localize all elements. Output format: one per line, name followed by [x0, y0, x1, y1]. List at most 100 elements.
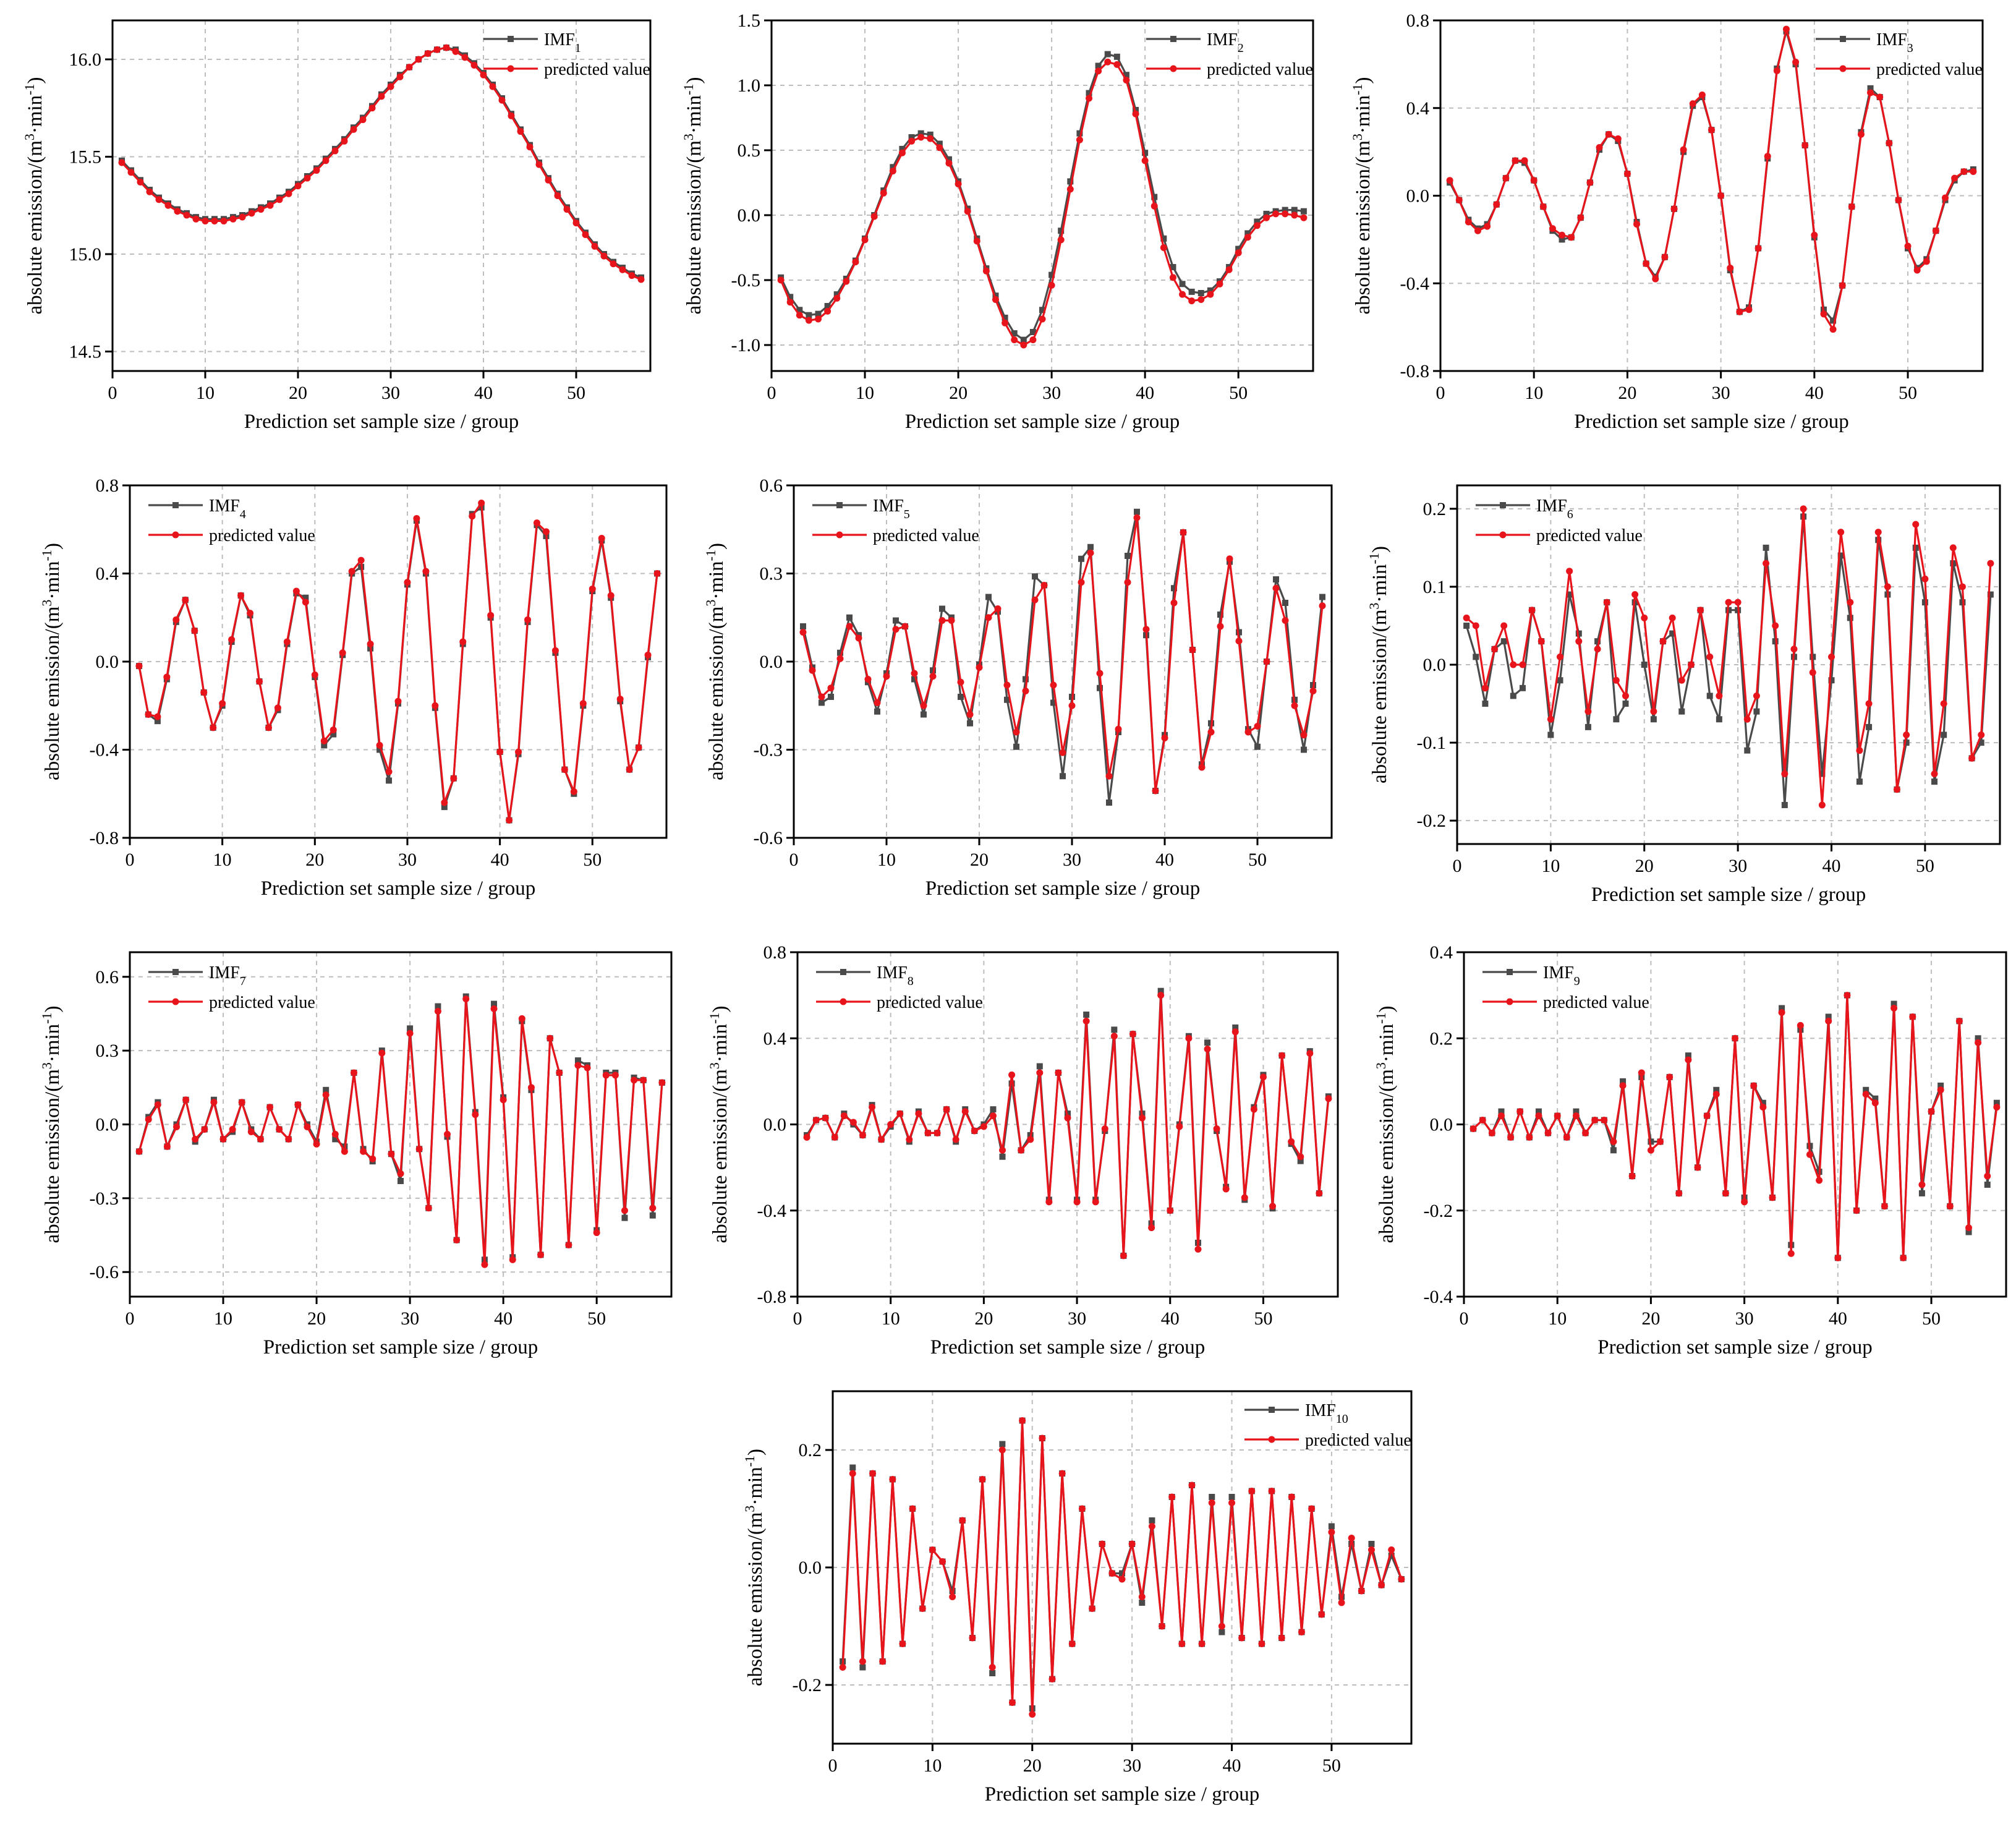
predicted-series-point [509, 1256, 516, 1263]
y-axis-label: absolute emission/(m3·min-1) [22, 77, 47, 314]
predicted-series-point [1706, 653, 1714, 660]
legend: IMF4 predicted value [148, 497, 315, 545]
predicted-series-point [833, 294, 841, 302]
actual-series-point [1575, 630, 1582, 637]
predicted-series-point [1734, 599, 1742, 606]
x-tick-label: 10 [856, 383, 874, 403]
x-tick-label: 40 [1822, 856, 1841, 876]
predicted-series-point [368, 104, 376, 112]
predicted-series-point [1825, 1017, 1832, 1025]
predicted-series-point [1269, 1203, 1277, 1210]
predicted-series-point [1923, 258, 1930, 265]
predicted-series-point [1086, 95, 1093, 102]
predicted-series-point [1586, 179, 1594, 186]
predicted-series-point [1148, 1523, 1155, 1530]
predicted-series-point [1092, 1198, 1099, 1206]
predicted-series-point [1152, 787, 1159, 795]
predicted-series-point [1316, 1190, 1323, 1197]
actual-series-point [1060, 773, 1066, 780]
predicted-series-point [1319, 602, 1326, 610]
predicted-series-point [870, 213, 878, 220]
predicted-series-point [413, 514, 420, 522]
predicted-series-point [1612, 676, 1620, 684]
predicted-series-point [1909, 1013, 1916, 1020]
predicted-series-point [228, 636, 236, 643]
legend-predicted-label: predicted value [1305, 1431, 1411, 1450]
actual-series-point [819, 699, 825, 706]
x-tick-label: 50 [1254, 1308, 1272, 1329]
predicted-series-point [404, 579, 411, 586]
predicted-series-point [1732, 1034, 1738, 1042]
predicted-series-point [1650, 708, 1657, 715]
predicted-series-point [1288, 1493, 1295, 1501]
predicted-series-point [843, 278, 850, 285]
predicted-series-point [462, 996, 470, 1003]
predicted-series-point [1895, 197, 1902, 204]
predicted-series-point [879, 1658, 887, 1665]
predicted-series-point [1563, 1133, 1570, 1141]
predicted-series-point [1712, 1091, 1720, 1098]
predicted-series-point [1623, 170, 1631, 177]
actual-series-point [1678, 708, 1685, 715]
x-axis-label: Prediction set sample size / group [925, 877, 1201, 900]
actual-series-point [1032, 573, 1038, 580]
predicted-series-point [1921, 575, 1929, 582]
actual-series-point [1759, 1099, 1766, 1106]
actual-series-point [1779, 1005, 1785, 1012]
actual-series-line [802, 511, 1324, 804]
predicted-series-point [406, 1030, 414, 1037]
predicted-series-point [631, 1077, 638, 1084]
predicted-series-point [1133, 514, 1141, 521]
legend-actual-label: IMF4 [209, 497, 246, 521]
actual-series-point [574, 1057, 581, 1064]
predicted-series-point [1011, 336, 1018, 344]
y-axis-label: absolute emission/(m3·min-1) [681, 77, 706, 314]
predicted-series-point [1912, 521, 1920, 528]
predicted-series-point [1099, 1540, 1106, 1548]
actual-series-point [1903, 740, 1910, 746]
predicted-series-point [1538, 637, 1545, 645]
y-tick-label: 0.6 [96, 967, 119, 987]
predicted-series-point [1984, 1172, 1991, 1180]
predicted-series-point [1254, 723, 1261, 730]
predicted-series-point [1231, 1028, 1239, 1036]
predicted-series-point [1781, 770, 1788, 778]
predicted-series-point [1217, 623, 1224, 630]
chart-10: 0 10 20 30 40 50 -0.2 0.0 0.2 Prediction set samp… [742, 1390, 1413, 1806]
x-tick-label: 30 [1735, 1308, 1754, 1329]
predicted-series-point [909, 1505, 916, 1512]
actual-series-point [621, 1214, 628, 1221]
predicted-series-point [322, 157, 330, 164]
predicted-series-point [1297, 1153, 1304, 1161]
predicted-series-point [1367, 1546, 1375, 1553]
actual-series-point [846, 614, 853, 621]
predicted-series-point [1238, 1634, 1246, 1642]
actual-series-point [1036, 1063, 1043, 1070]
chart-2: 0 10 20 30 40 50 -1.0 -0.5 0.0 0.5 1.0 1.5 Predictio… [681, 11, 1314, 433]
predicted-series-point [1549, 225, 1556, 232]
predicted-series-point [889, 1476, 896, 1483]
predicted-series-point [649, 1204, 657, 1212]
predicted-series-point [1497, 1112, 1505, 1120]
x-tick-label: 10 [923, 1755, 942, 1776]
predicted-series-point [929, 1546, 936, 1553]
actual-series-point [1179, 281, 1186, 288]
predicted-series-point [285, 1135, 292, 1143]
y-axis-label: absolute emission/(m3·min-1) [39, 543, 64, 780]
predicted-series-point [1348, 1535, 1355, 1541]
predicted-series-point [387, 83, 394, 90]
actual-series-point [1744, 747, 1751, 754]
actual-series-point [1573, 1108, 1580, 1115]
predicted-series-point [1019, 1417, 1026, 1424]
x-tick-label: 50 [1248, 850, 1267, 870]
predicted-series-point [452, 48, 459, 55]
predicted-series-point [1519, 661, 1526, 668]
actual-series-point [990, 1106, 997, 1113]
actual-series-point [1648, 1138, 1654, 1145]
predicted-series-point [304, 174, 311, 182]
x-axis-label: Prediction set sample size / group [261, 877, 536, 900]
predicted-series-point [145, 711, 152, 718]
predicted-series-point [470, 61, 478, 69]
legend-actual-marker [508, 36, 514, 42]
predicted-series-point [1168, 1493, 1176, 1501]
